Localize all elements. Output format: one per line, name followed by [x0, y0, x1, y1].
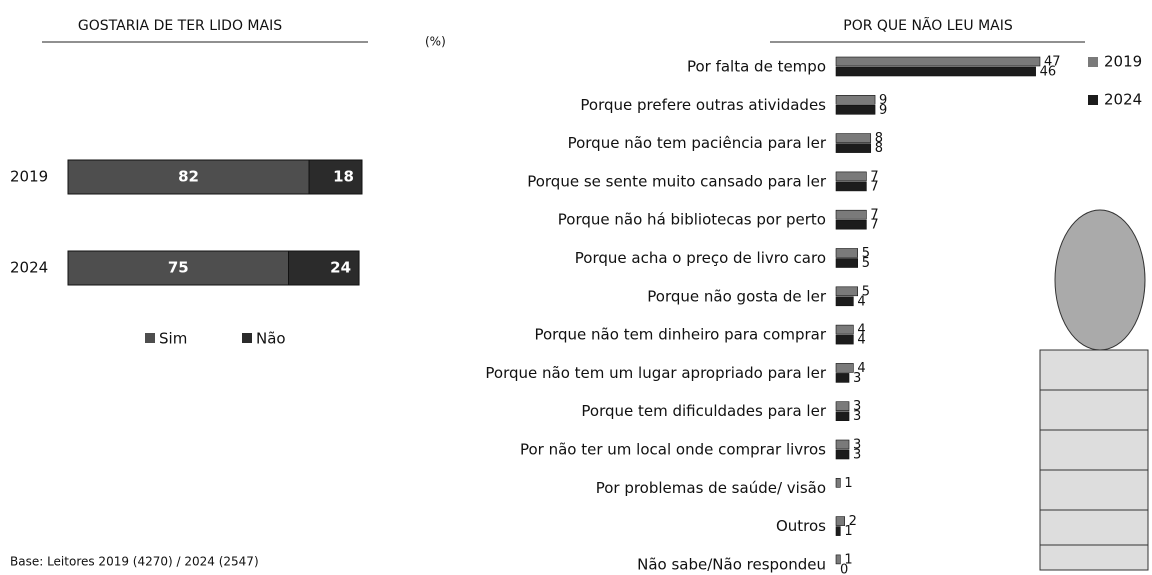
- bar: [836, 259, 858, 268]
- bar: [836, 325, 853, 334]
- value-label: 0: [840, 562, 848, 575]
- category-label: Por problemas de saúde/ visão: [596, 479, 826, 497]
- legend-swatch: [1088, 57, 1098, 67]
- legend-swatch: [145, 333, 155, 343]
- value-label: 5: [862, 256, 870, 271]
- bar: [836, 105, 875, 114]
- legend-swatch: [1088, 95, 1098, 105]
- category-label: Por falta de tempo: [687, 58, 826, 76]
- bar: [836, 95, 875, 104]
- bar: [836, 335, 853, 344]
- value-label: 9: [879, 103, 887, 118]
- bar: [836, 134, 871, 143]
- value-label: 18: [333, 168, 354, 186]
- category-label: Porque não tem um lugar apropriado para …: [485, 364, 826, 382]
- category-label: Porque não tem dinheiro para comprar: [534, 326, 826, 344]
- chart: GOSTARIA DE TER LIDO MAIS201982182024752…: [0, 0, 1152, 575]
- bar: [836, 57, 1040, 66]
- category-label: Porque acha o preço de livro caro: [575, 249, 826, 267]
- value-label: 3: [853, 409, 861, 424]
- bar: [836, 297, 853, 306]
- category-label: Porque prefere outras atividades: [580, 96, 826, 114]
- bar: [836, 172, 866, 181]
- legend-label: 2019: [1104, 53, 1142, 71]
- category-label: Porque tem dificuldades para ler: [581, 402, 826, 420]
- bar: [836, 527, 840, 536]
- value-label: 4: [857, 294, 865, 309]
- legend-swatch: [242, 333, 252, 343]
- value-label: 7: [870, 218, 878, 233]
- bar: [836, 210, 866, 219]
- bar: [836, 363, 853, 372]
- chart-subtitle: (%): [425, 35, 446, 49]
- category-label: Por não ter um local onde comprar livros: [520, 441, 826, 459]
- value-label: 1: [844, 476, 852, 491]
- value-label: 82: [178, 168, 199, 186]
- bar: [836, 67, 1036, 76]
- value-label: 3: [853, 371, 861, 386]
- chart-title: GOSTARIA DE TER LIDO MAIS: [78, 18, 282, 34]
- category-label: Outros: [776, 517, 826, 535]
- bar: [836, 220, 866, 229]
- value-label: 24: [330, 259, 351, 277]
- bar: [836, 412, 849, 421]
- value-label: 8: [875, 141, 883, 156]
- bar: [836, 144, 871, 153]
- bar: [836, 373, 849, 382]
- bar: [836, 440, 849, 449]
- bar: [836, 478, 840, 487]
- bar: [836, 402, 849, 411]
- category-label: Não sabe/Não respondeu: [637, 555, 826, 573]
- illustration: [1040, 210, 1148, 570]
- value-label: 46: [1040, 65, 1057, 80]
- bar: [836, 182, 866, 191]
- bar: [836, 287, 858, 296]
- category-label: 2019: [10, 168, 48, 186]
- bar: [836, 450, 849, 459]
- category-label: Porque não gosta de ler: [647, 287, 827, 305]
- value-label: 1: [844, 524, 852, 539]
- category-label: 2024: [10, 259, 48, 277]
- legend-label: Sim: [159, 330, 187, 348]
- footnote: Base: Leitores 2019 (4270) / 2024 (2547): [10, 555, 259, 569]
- value-label: 7: [870, 179, 878, 194]
- bar: [836, 249, 858, 258]
- category-label: Porque se sente muito cansado para ler: [527, 172, 827, 190]
- value-label: 75: [168, 259, 189, 277]
- value-label: 3: [853, 448, 861, 463]
- value-label: 4: [857, 333, 865, 348]
- category-label: Porque não há bibliotecas por perto: [558, 211, 826, 229]
- legend-label: Não: [256, 330, 286, 348]
- chart-title: POR QUE NÃO LEU MAIS: [843, 17, 1013, 34]
- category-label: Porque não tem paciência para ler: [568, 134, 827, 152]
- legend-label: 2024: [1104, 91, 1142, 109]
